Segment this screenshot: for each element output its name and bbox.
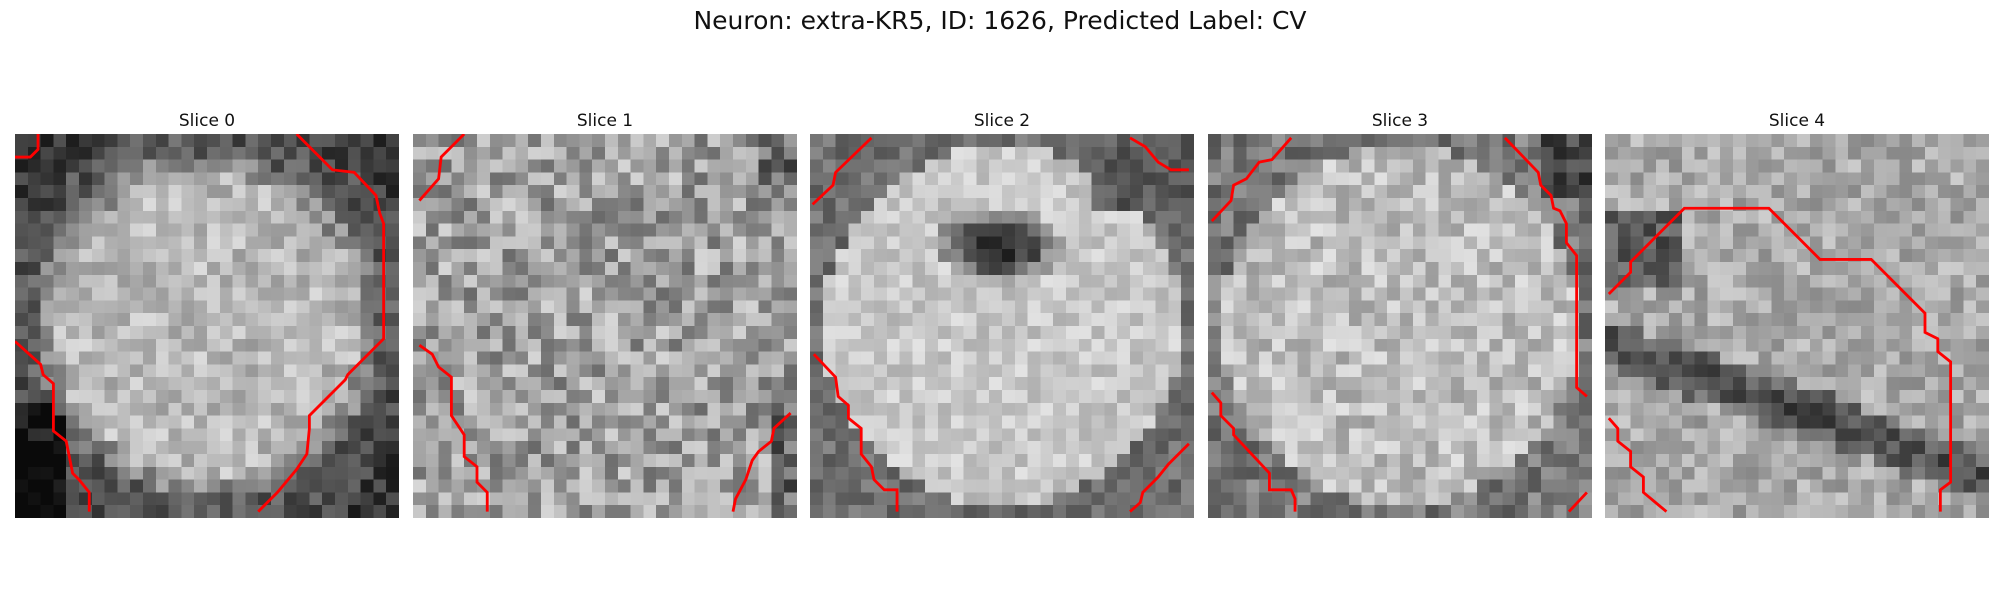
contour-line bbox=[1129, 136, 1189, 172]
contour-overlay-1 bbox=[418, 134, 792, 512]
slice-title-1: Slice 1 bbox=[576, 111, 634, 131]
contour-line bbox=[812, 353, 899, 512]
contour-line bbox=[15, 134, 40, 159]
contour-line bbox=[1607, 417, 1668, 513]
pixel-grid-0 bbox=[15, 134, 399, 518]
contour-overlay-2 bbox=[811, 136, 1190, 513]
slice-image-2 bbox=[810, 134, 1194, 518]
contour-line bbox=[1129, 442, 1190, 513]
slice-panel-4: Slice 4 bbox=[1605, 108, 1989, 518]
contour-overlay-4 bbox=[1607, 206, 1953, 513]
contour-line bbox=[1210, 136, 1293, 223]
slice-panel-2: Slice 2 bbox=[810, 108, 1194, 518]
slice-image-4 bbox=[1605, 134, 1989, 518]
contour-line bbox=[418, 134, 466, 202]
contour-line bbox=[731, 412, 792, 512]
slice-panel-1: Slice 1 bbox=[413, 108, 797, 518]
slice-title-0: Slice 0 bbox=[178, 111, 236, 131]
pixel-grid-3 bbox=[1208, 134, 1592, 518]
contour-line bbox=[1607, 206, 1953, 512]
contour-line bbox=[15, 340, 91, 512]
slice-image-1 bbox=[413, 134, 797, 518]
contour-line bbox=[1210, 391, 1297, 512]
contour-line bbox=[257, 134, 386, 513]
contour-line bbox=[1503, 136, 1588, 398]
contour-overlay-3 bbox=[1210, 136, 1588, 513]
slice-title-4: Slice 4 bbox=[1768, 111, 1826, 131]
pixel-grid-2 bbox=[810, 134, 1194, 518]
slice-title-2: Slice 2 bbox=[973, 111, 1031, 131]
contour-line bbox=[1567, 491, 1588, 513]
slice-title-3: Slice 3 bbox=[1371, 111, 1429, 131]
contour-line bbox=[418, 344, 489, 512]
slice-panel-3: Slice 3 bbox=[1208, 108, 1592, 518]
slice-panel-0: Slice 0 bbox=[15, 108, 399, 518]
slice-image-0 bbox=[15, 134, 399, 518]
contour-overlay-0 bbox=[15, 134, 386, 513]
contour-line bbox=[811, 136, 873, 206]
pixel-grid-1 bbox=[413, 134, 797, 518]
figure-title: Neuron: extra-KR5, ID: 1626, Predicted L… bbox=[693, 6, 1307, 35]
slice-image-3 bbox=[1208, 134, 1592, 518]
